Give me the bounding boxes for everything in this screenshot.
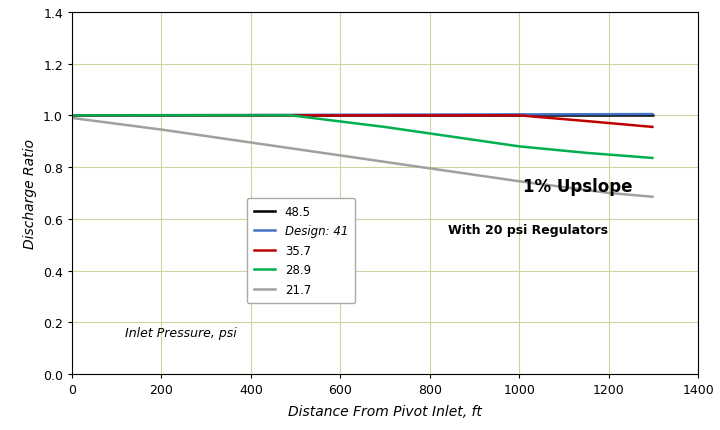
- Legend: 48.5, Design: 41, 35.7, 28.9, 21.7: 48.5, Design: 41, 35.7, 28.9, 21.7: [247, 198, 355, 303]
- Line: 28.9: 28.9: [72, 116, 654, 159]
- 28.9: [515, 144, 523, 150]
- Text: With 20 psi Regulators: With 20 psi Regulators: [448, 223, 608, 236]
- 28.9: [649, 156, 658, 161]
- 28.9: [68, 114, 76, 119]
- X-axis label: Distance From Pivot Inlet, ft: Distance From Pivot Inlet, ft: [288, 404, 482, 418]
- Line: 35.7: 35.7: [72, 116, 654, 128]
- 28.9: [582, 151, 591, 156]
- 21.7: [247, 141, 256, 146]
- 21.7: [336, 154, 345, 159]
- 21.7: [605, 191, 613, 196]
- 35.7: [515, 114, 523, 119]
- 28.9: [381, 125, 390, 130]
- Line: 21.7: 21.7: [72, 119, 654, 197]
- Text: Inlet Pressure, psi: Inlet Pressure, psi: [125, 326, 237, 339]
- 21.7: [426, 166, 434, 172]
- 35.7: [582, 119, 591, 124]
- 28.9: [287, 114, 296, 119]
- 35.7: [68, 114, 76, 119]
- 21.7: [68, 116, 76, 121]
- Y-axis label: Discharge Ratio: Discharge Ratio: [24, 138, 37, 249]
- 35.7: [292, 114, 300, 119]
- Text: 1% Upslope: 1% Upslope: [523, 177, 632, 195]
- 35.7: [649, 125, 658, 130]
- 21.7: [649, 195, 658, 200]
- 21.7: [157, 128, 166, 133]
- 21.7: [515, 179, 523, 184]
